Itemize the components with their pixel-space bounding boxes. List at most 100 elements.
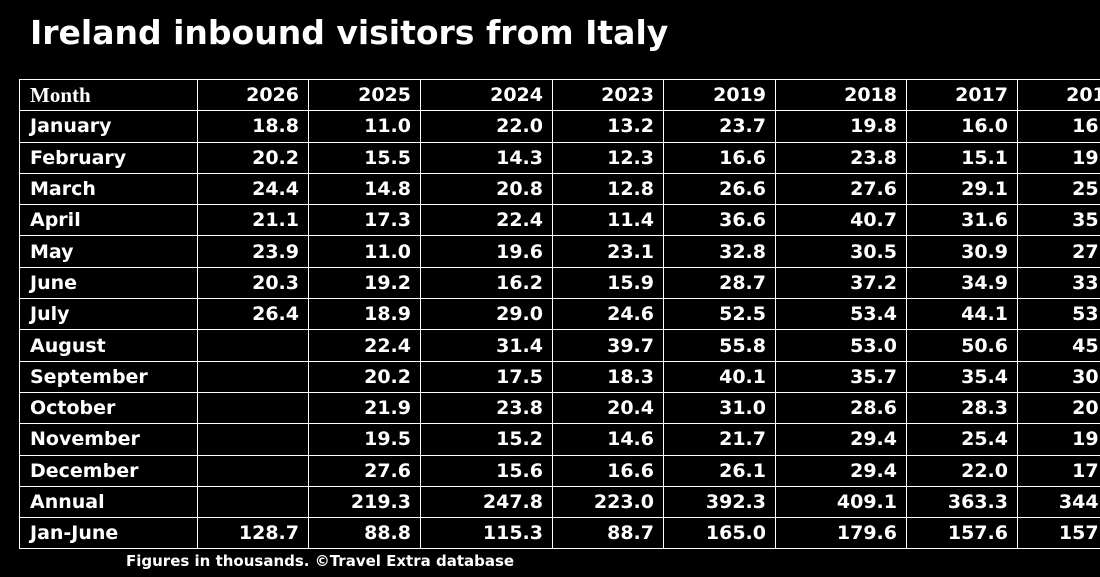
value-cell: 15.5 <box>308 141 421 174</box>
value-cell: 24.6 <box>552 298 664 331</box>
value-cell: 23.8 <box>420 391 553 425</box>
footnote: Figures in thousands. ©Travel Extra data… <box>126 552 515 570</box>
value-cell: 27.6 <box>775 172 907 206</box>
table-header-row: Month20262025202420232019201820172016 <box>19 78 1100 112</box>
value-cell <box>197 423 309 456</box>
value-cell: 21.7 <box>663 423 776 456</box>
value-cell: 20.2 <box>308 360 421 393</box>
value-cell: 27.6 <box>308 454 421 487</box>
row-label: May <box>19 235 198 268</box>
value-cell: 157.6 <box>1017 517 1100 550</box>
value-cell: 18.3 <box>552 360 664 393</box>
value-cell: 15.1 <box>906 141 1018 174</box>
value-cell: 40.7 <box>775 204 907 237</box>
value-cell: 20.4 <box>552 391 664 425</box>
value-cell: 33.2 <box>1017 266 1100 300</box>
value-cell: 29.4 <box>775 454 907 487</box>
value-cell: 14.6 <box>552 423 664 456</box>
value-cell: 16.4 <box>1017 110 1100 143</box>
value-cell: 22.0 <box>906 454 1018 487</box>
value-cell: 53.4 <box>775 298 907 331</box>
value-cell: 35.4 <box>906 360 1018 393</box>
value-cell: 11.4 <box>552 204 664 237</box>
value-cell: 35.7 <box>775 360 907 393</box>
value-cell <box>197 485 309 519</box>
value-cell: 26.1 <box>663 454 776 487</box>
value-cell: 15.2 <box>420 423 553 456</box>
value-cell: 50.6 <box>906 329 1018 362</box>
column-header-year: 2024 <box>420 78 553 112</box>
column-header-month: Month <box>19 78 198 112</box>
value-cell: 344.4 <box>1017 485 1100 519</box>
value-cell: 16.2 <box>420 266 553 300</box>
column-header-year: 2018 <box>775 78 907 112</box>
value-cell: 392.3 <box>663 485 776 519</box>
row-label: March <box>19 172 198 206</box>
column-header-year: 2019 <box>663 78 776 112</box>
value-cell: 363.3 <box>906 485 1018 519</box>
value-cell: 44.1 <box>906 298 1018 331</box>
value-cell: 247.8 <box>420 485 553 519</box>
value-cell: 37.2 <box>775 266 907 300</box>
value-cell: 31.0 <box>663 391 776 425</box>
value-cell: 23.1 <box>552 235 664 268</box>
row-label: October <box>19 391 198 425</box>
value-cell: 25.8 <box>1017 172 1100 206</box>
value-cell: 25.4 <box>906 423 1018 456</box>
row-label: February <box>19 141 198 174</box>
row-label: September <box>19 360 198 393</box>
value-cell: 14.3 <box>420 141 553 174</box>
value-cell: 28.3 <box>906 391 1018 425</box>
value-cell: 15.9 <box>552 266 664 300</box>
value-cell: 223.0 <box>552 485 664 519</box>
value-cell: 22.0 <box>420 110 553 143</box>
value-cell: 24.4 <box>197 172 309 206</box>
value-cell: 17.3 <box>308 204 421 237</box>
value-cell: 17.6 <box>1017 454 1100 487</box>
value-cell: 52.5 <box>663 298 776 331</box>
value-cell: 30.5 <box>775 235 907 268</box>
value-cell: 55.8 <box>663 329 776 362</box>
value-cell: 20.2 <box>197 141 309 174</box>
row-label: June <box>19 266 198 300</box>
value-cell: 157.6 <box>906 517 1018 550</box>
table-row: December 27.615.616.626.129.422.017.6 <box>19 454 1100 487</box>
value-cell: 115.3 <box>420 517 553 550</box>
value-cell: 88.8 <box>308 517 421 550</box>
value-cell: 32.8 <box>663 235 776 268</box>
value-cell: 15.6 <box>420 454 553 487</box>
value-cell: 21.1 <box>197 204 309 237</box>
row-label: Jan-June <box>19 517 198 550</box>
value-cell: 19.5 <box>308 423 421 456</box>
column-header-year: 2017 <box>906 78 1018 112</box>
value-cell: 12.3 <box>552 141 664 174</box>
value-cell: 29.4 <box>775 423 907 456</box>
value-cell: 36.6 <box>663 204 776 237</box>
value-cell: 22.4 <box>308 329 421 362</box>
value-cell: 40.1 <box>663 360 776 393</box>
value-cell: 53.0 <box>775 329 907 362</box>
value-cell: 21.9 <box>308 391 421 425</box>
value-cell: 18.8 <box>197 110 309 143</box>
row-label: January <box>19 110 198 143</box>
value-cell: 22.4 <box>420 204 553 237</box>
value-cell: 30.2 <box>1017 360 1100 393</box>
table-row: October 21.923.820.431.028.628.320.8 <box>19 391 1100 425</box>
value-cell: 20.3 <box>197 266 309 300</box>
value-cell: 26.6 <box>663 172 776 206</box>
value-cell: 23.7 <box>663 110 776 143</box>
value-cell: 17.5 <box>420 360 553 393</box>
value-cell: 27.8 <box>1017 235 1100 268</box>
value-cell: 11.0 <box>308 110 421 143</box>
value-cell: 29.1 <box>906 172 1018 206</box>
value-cell <box>197 454 309 487</box>
value-cell: 12.8 <box>552 172 664 206</box>
value-cell: 19.1 <box>1017 423 1100 456</box>
value-cell: 23.8 <box>775 141 907 174</box>
value-cell: 20.8 <box>1017 391 1100 425</box>
value-cell: 28.6 <box>775 391 907 425</box>
value-cell <box>197 360 309 393</box>
value-cell: 23.9 <box>197 235 309 268</box>
value-cell: 19.8 <box>775 110 907 143</box>
